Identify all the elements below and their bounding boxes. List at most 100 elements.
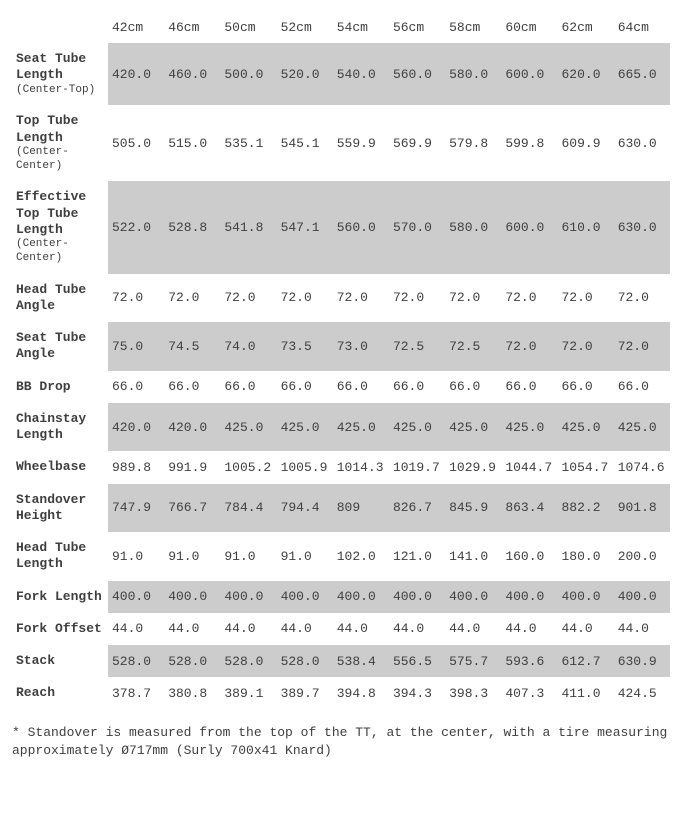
col-header: 52cm	[277, 12, 333, 43]
cell: 505.0	[108, 105, 164, 181]
cell: 541.8	[220, 181, 276, 273]
row-label: Wheelbase	[12, 451, 108, 483]
cell: 398.3	[445, 677, 501, 709]
row-label-main: Standover Height	[16, 492, 86, 523]
row-label: Fork Offset	[12, 613, 108, 645]
cell: 535.1	[220, 105, 276, 181]
cell: 400.0	[220, 581, 276, 613]
cell: 424.5	[614, 677, 670, 709]
cell: 66.0	[108, 371, 164, 403]
cell: 44.0	[501, 613, 557, 645]
row-label-main: Seat Tube Length	[16, 51, 86, 82]
cell: 72.0	[333, 274, 389, 323]
cell: 389.7	[277, 677, 333, 709]
cell: 609.9	[558, 105, 614, 181]
cell: 528.0	[277, 645, 333, 677]
cell: 630.0	[614, 105, 670, 181]
row-label-main: Reach	[16, 685, 55, 700]
geometry-table: 42cm 46cm 50cm 52cm 54cm 56cm 58cm 60cm …	[12, 12, 670, 710]
table-row: Fork Length400.0400.0400.0400.0400.0400.…	[12, 581, 670, 613]
cell: 400.0	[333, 581, 389, 613]
cell: 1074.6	[614, 451, 670, 483]
table-row: Head Tube Length91.091.091.091.0102.0121…	[12, 532, 670, 581]
footnote: * Standover is measured from the top of …	[12, 724, 670, 760]
cell: 160.0	[501, 532, 557, 581]
cell: 72.5	[445, 322, 501, 371]
table-row: Standover Height747.9766.7784.4794.48098…	[12, 484, 670, 533]
row-label-main: Seat Tube Angle	[16, 330, 86, 361]
cell: 400.0	[558, 581, 614, 613]
cell: 600.0	[501, 181, 557, 273]
cell: 991.9	[164, 451, 220, 483]
cell: 72.0	[614, 274, 670, 323]
col-header: 64cm	[614, 12, 670, 43]
row-label: Effective Top Tube Length(Center-Center)	[12, 181, 108, 273]
col-header: 54cm	[333, 12, 389, 43]
cell: 400.0	[445, 581, 501, 613]
cell: 599.8	[501, 105, 557, 181]
cell: 66.0	[445, 371, 501, 403]
cell: 72.0	[277, 274, 333, 323]
cell: 72.0	[445, 274, 501, 323]
cell: 66.0	[501, 371, 557, 403]
cell: 72.0	[558, 322, 614, 371]
cell: 593.6	[501, 645, 557, 677]
table-row: Chainstay Length420.0420.0425.0425.0425.…	[12, 403, 670, 452]
cell: 425.0	[389, 403, 445, 452]
cell: 72.0	[389, 274, 445, 323]
cell: 559.9	[333, 105, 389, 181]
cell: 1044.7	[501, 451, 557, 483]
cell: 560.0	[389, 43, 445, 105]
cell: 102.0	[333, 532, 389, 581]
cell: 545.1	[277, 105, 333, 181]
cell: 528.8	[164, 181, 220, 273]
cell: 547.1	[277, 181, 333, 273]
row-label-main: Chainstay Length	[16, 411, 86, 442]
row-label-sub: (Center-Center)	[16, 146, 104, 174]
table-row: Seat Tube Angle75.074.574.073.573.072.57…	[12, 322, 670, 371]
cell: 863.4	[501, 484, 557, 533]
row-label: Head Tube Length	[12, 532, 108, 581]
cell: 66.0	[277, 371, 333, 403]
cell: 579.8	[445, 105, 501, 181]
cell: 1005.2	[220, 451, 276, 483]
cell: 400.0	[277, 581, 333, 613]
cell: 44.0	[164, 613, 220, 645]
cell: 794.4	[277, 484, 333, 533]
row-label-sub: (Center-Top)	[16, 84, 104, 98]
col-header: 62cm	[558, 12, 614, 43]
cell: 73.0	[333, 322, 389, 371]
col-header: 42cm	[108, 12, 164, 43]
cell: 141.0	[445, 532, 501, 581]
cell: 620.0	[558, 43, 614, 105]
cell: 766.7	[164, 484, 220, 533]
col-header: 58cm	[445, 12, 501, 43]
cell: 91.0	[164, 532, 220, 581]
cell: 121.0	[389, 532, 445, 581]
cell: 74.5	[164, 322, 220, 371]
row-label: BB Drop	[12, 371, 108, 403]
cell: 1029.9	[445, 451, 501, 483]
cell: 44.0	[389, 613, 445, 645]
cell: 180.0	[558, 532, 614, 581]
table-row: Top Tube Length(Center-Center)505.0515.0…	[12, 105, 670, 181]
cell: 460.0	[164, 43, 220, 105]
cell: 44.0	[445, 613, 501, 645]
cell: 72.0	[108, 274, 164, 323]
cell: 425.0	[220, 403, 276, 452]
row-label-main: Fork Length	[16, 589, 102, 604]
cell: 425.0	[277, 403, 333, 452]
cell: 91.0	[220, 532, 276, 581]
table-row: Fork Offset44.044.044.044.044.044.044.04…	[12, 613, 670, 645]
cell: 400.0	[164, 581, 220, 613]
cell: 72.0	[164, 274, 220, 323]
table-row: BB Drop66.066.066.066.066.066.066.066.06…	[12, 371, 670, 403]
cell: 560.0	[333, 181, 389, 273]
row-label: Seat Tube Length (Center-Top)	[12, 43, 108, 105]
cell: 1054.7	[558, 451, 614, 483]
row-label: Reach	[12, 677, 108, 709]
row-label: Chainstay Length	[12, 403, 108, 452]
cell: 411.0	[558, 677, 614, 709]
cell: 826.7	[389, 484, 445, 533]
cell: 378.7	[108, 677, 164, 709]
